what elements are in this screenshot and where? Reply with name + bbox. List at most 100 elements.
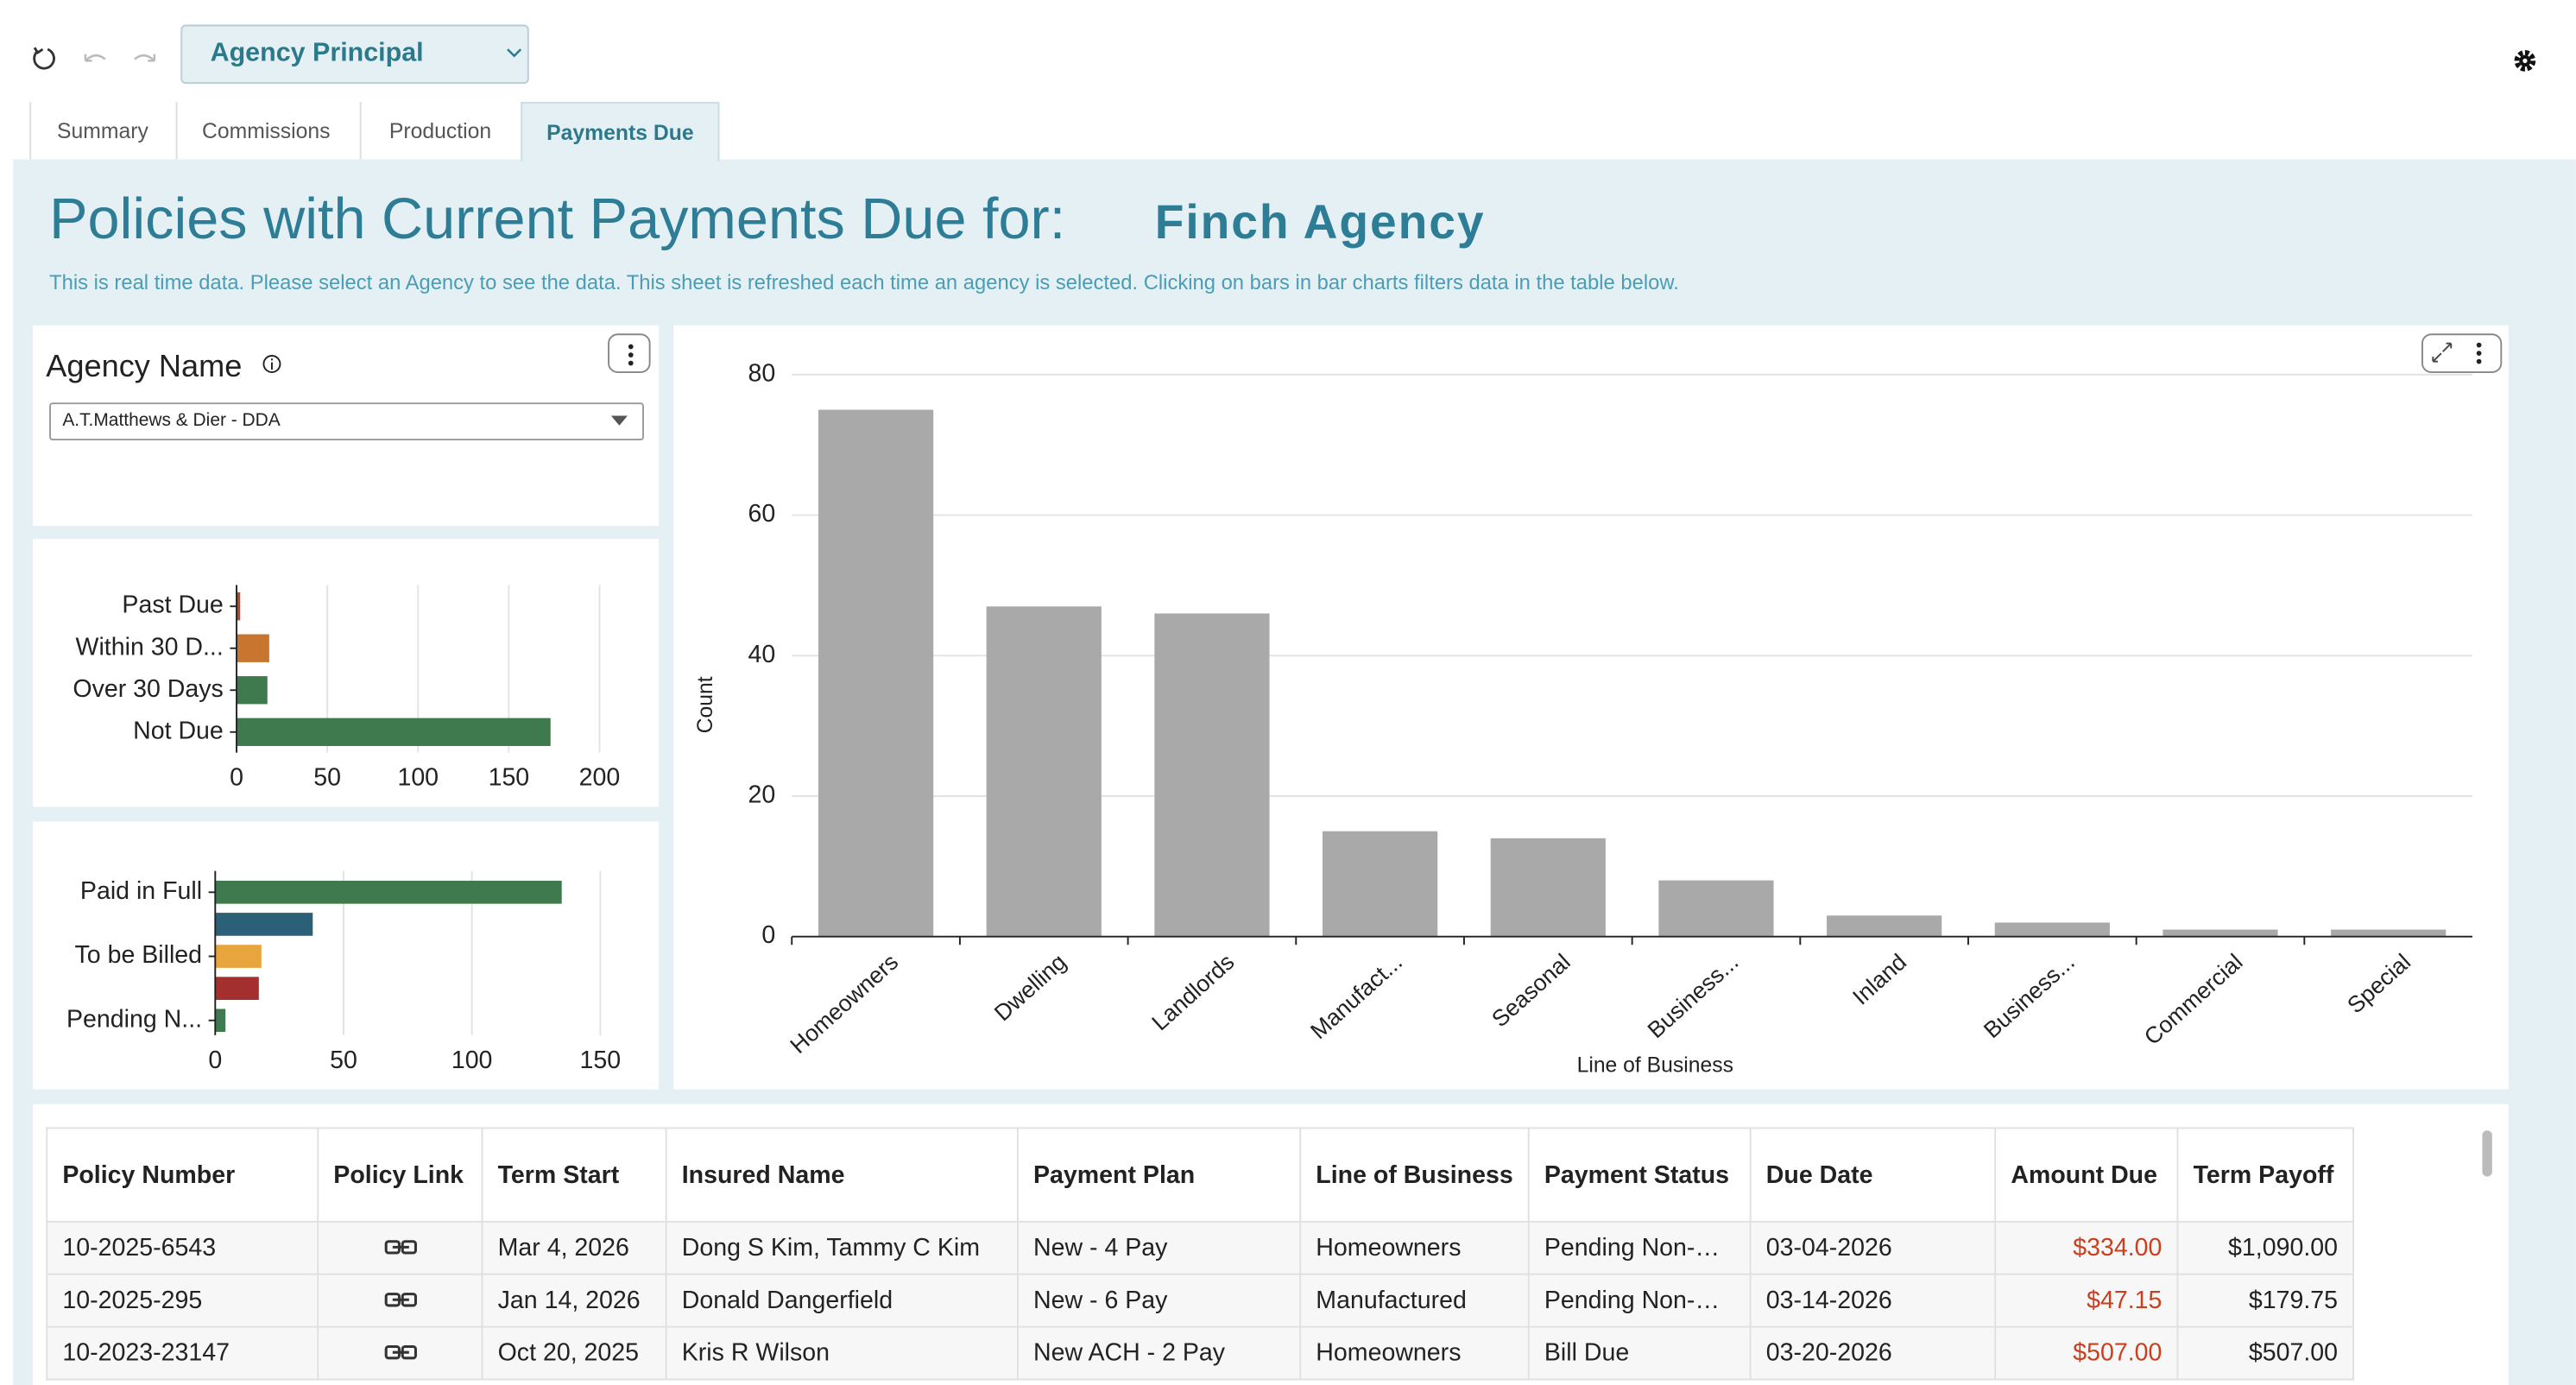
bar [237,718,551,746]
x-tick-label: Dwelling [989,949,1071,1027]
bar [1658,880,1774,937]
due-chart: 0 50 100 150 200 Past Due Within 30 D... Over 3… [73,585,620,792]
column-header: Amount Due [1994,1127,2179,1223]
tab[interactable]: Summary [29,101,174,160]
agency-title: Finch Agency [1154,197,1486,250]
tab[interactable]: Production [359,101,520,160]
y-tick-label: 0 [761,921,775,949]
x-tick-label: Business... [1979,949,2080,1043]
sheet-subtitle: This is real time data. Please select an… [49,270,1679,294]
x-tick-label: 50 [330,1047,357,1074]
x-tick-label: 100 [397,764,439,792]
column-header: Due Date [1749,1127,1997,1223]
info-icon[interactable] [262,353,283,375]
menu-button[interactable] [608,333,651,373]
table-cell: Pending Non-… [1527,1220,1752,1275]
y-tick-label: Over 30 Days [73,675,223,703]
column-header: Insured Name [665,1127,1019,1223]
bar [986,606,1102,937]
bar [215,881,562,904]
visual-controls[interactable] [2421,333,2503,373]
x-axis-label: Line of Business [1577,1054,1733,1078]
table-row: 10-2023-23147 Oct 20, 2025 Kris R Wilson Ne… [46,1325,2355,1381]
x-tick-label: Homeowners [785,949,903,1059]
bar [237,634,269,662]
lob-chart-panel [673,325,2509,1090]
table-cell: $47.15 [1994,1273,2179,1328]
x-tick-label: 0 [208,1047,222,1074]
x-tick-label: 150 [489,764,530,792]
tab[interactable]: Payments Due [521,101,720,161]
column-header: Term Payoff [2176,1127,2355,1223]
agency-select[interactable]: A.T.Matthews & Dier - DDA [49,402,644,441]
table-cell: $334.00 [1994,1220,2179,1275]
table-cell: $507.00 [1994,1325,2179,1381]
x-tick-label: 100 [451,1047,493,1074]
bar [1154,613,1270,937]
y-tick-label: 60 [748,500,775,528]
column-header: Policy Link [317,1127,483,1223]
bar [1323,831,1438,937]
table-cell: 10-2025-295 [46,1273,319,1328]
y-tick-label: 80 [748,359,775,387]
table-cell: $1,090.00 [2176,1220,2355,1275]
undo-redo-icons [33,47,156,70]
link-icon[interactable] [383,1292,417,1308]
tab[interactable]: Commissions [175,101,355,160]
filter-label: Agency Name [46,350,243,385]
x-tick-label: Commercial [2139,949,2248,1050]
lob-chart: 0 20 40 60 80 Homeowners Dwelling Landlords Manu… [694,359,2473,1078]
x-tick-label: Business... [1643,949,1744,1043]
due-chart-panel [33,539,660,807]
bar [215,913,313,936]
table-cell: $179.75 [2176,1273,2355,1328]
expand-menu-icons [2432,342,2482,364]
table-cell: New ACH - 2 Pay [1016,1325,1302,1381]
x-tick-label: Seasonal [1487,949,1575,1033]
bar [2162,929,2278,937]
x-tick-label: Inland [1847,949,1911,1010]
y-tick-label: Pending N... [66,1005,202,1033]
y-tick-label: Paid in Full [80,877,202,905]
policy-link[interactable] [317,1273,483,1328]
role-dropdown[interactable]: Agency Principal [180,24,529,85]
bar [1490,838,1606,937]
y-tick-label: 40 [748,641,775,668]
table-cell: 03-04-2026 [1749,1220,1997,1275]
column-header: Term Start [481,1127,667,1223]
x-tick-label: 50 [313,764,341,792]
table-cell: Dong S Kim, Tammy C Kim [665,1220,1019,1275]
table-cell: Homeowners [1299,1220,1530,1275]
bar [1827,915,1942,937]
column-header: Payment Plan [1016,1127,1302,1223]
table-cell: Jan 14, 2026 [481,1273,667,1328]
x-tick-label: Landlords [1147,949,1240,1036]
scrollbar [2482,1130,2492,1177]
y-tick-label: To be Billed [75,941,203,969]
policy-link[interactable] [317,1325,483,1381]
bar [215,977,259,1000]
bar [818,409,934,937]
table-cell: New - 4 Pay [1016,1220,1302,1275]
bar [237,676,268,705]
table-cell: 10-2025-6543 [46,1220,319,1275]
policy-link[interactable] [317,1220,483,1275]
sheet-title: Policies with Current Payments Due for: [49,187,1066,252]
header-row: Policy Number Policy Link Term Start Insure… [46,1127,2355,1223]
y-tick-label: Not Due [133,717,224,744]
dropdown-caret [507,48,522,58]
link-icon[interactable] [383,1344,417,1361]
table-cell: 03-20-2026 [1749,1325,1997,1381]
x-tick-label: Manufact... [1305,949,1407,1044]
table-cell: Donald Dangerfield [665,1273,1019,1328]
settings-icon[interactable] [2512,47,2540,75]
bar [237,592,241,621]
column-header: Line of Business [1299,1127,1530,1223]
table-row: 10-2025-6543 Mar 4, 2026 Dong S Kim, Tammy… [46,1220,2355,1275]
status-chart-panel [33,821,660,1090]
kebab-icon [628,344,634,366]
link-icon[interactable] [383,1239,417,1255]
x-tick-label: Special [2342,949,2415,1019]
